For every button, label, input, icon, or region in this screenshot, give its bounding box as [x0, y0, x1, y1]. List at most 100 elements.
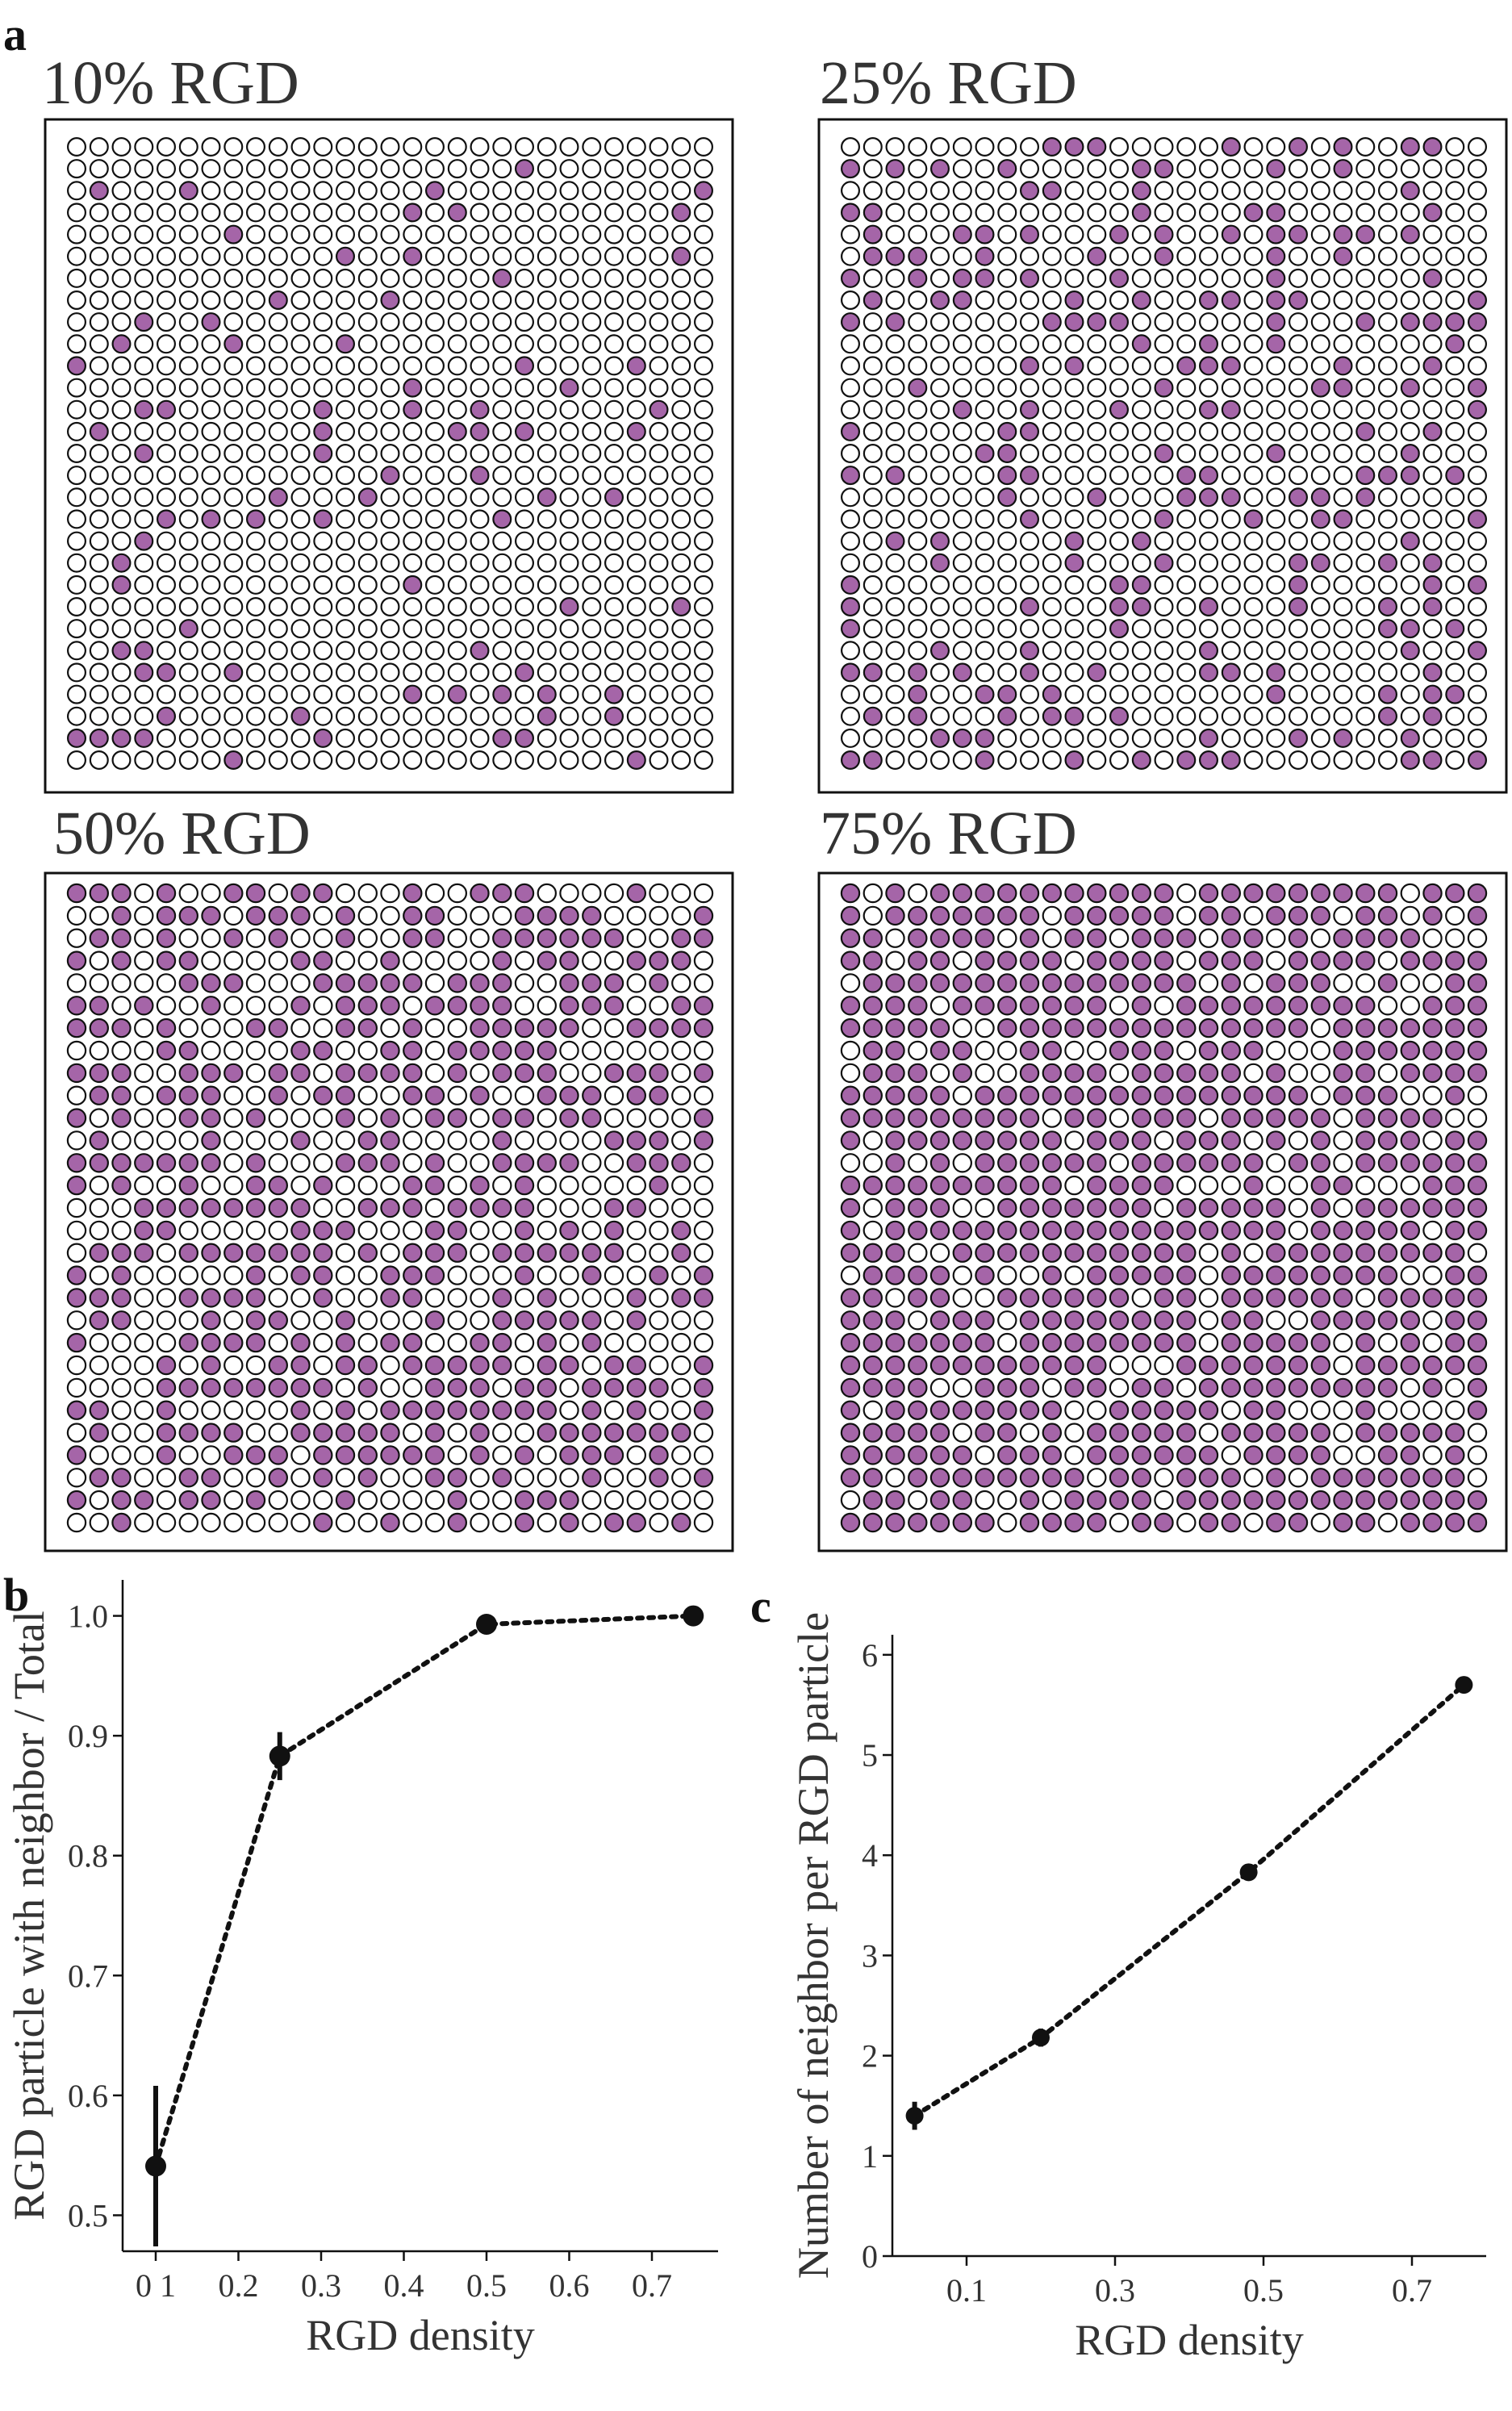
- x-tick-label: 0.6: [549, 2267, 590, 2304]
- empty-site: [840, 509, 860, 529]
- rgd-particle: [1221, 973, 1242, 993]
- rgd-particle: [1400, 619, 1420, 639]
- empty-site: [1400, 883, 1421, 904]
- empty-site: [66, 1085, 87, 1105]
- empty-site: [1221, 1400, 1242, 1420]
- empty-site: [1243, 443, 1263, 463]
- rgd-particle: [1288, 137, 1308, 157]
- rgd-particle: [1288, 905, 1309, 926]
- rgd-particle: [1221, 1063, 1242, 1084]
- rgd-particle: [1355, 1512, 1376, 1533]
- empty-site: [1042, 334, 1062, 354]
- rgd-particle: [537, 706, 557, 726]
- rgd-particle: [1377, 1040, 1398, 1061]
- empty-site: [1198, 1310, 1219, 1331]
- rgd-particle: [1266, 1017, 1286, 1038]
- empty-site: [1198, 1175, 1219, 1196]
- empty-site: [470, 509, 490, 529]
- empty-site: [1109, 246, 1129, 266]
- rgd-particle: [134, 996, 154, 1016]
- empty-site: [470, 1153, 490, 1173]
- rgd-particle: [1198, 1197, 1219, 1218]
- empty-site: [908, 1040, 928, 1061]
- empty-site: [223, 1468, 244, 1488]
- empty-site: [157, 334, 177, 354]
- rgd-particle: [1221, 1017, 1242, 1038]
- rgd-particle: [357, 1130, 378, 1151]
- empty-site: [929, 1377, 950, 1398]
- empty-site: [1019, 203, 1039, 223]
- empty-site: [156, 1310, 177, 1331]
- rgd-particle: [1109, 1197, 1130, 1218]
- empty-site: [1445, 509, 1465, 529]
- empty-site: [89, 619, 109, 639]
- rgd-particle: [1377, 1288, 1398, 1308]
- empty-site: [403, 619, 423, 639]
- empty-site: [492, 619, 512, 639]
- empty-site: [1109, 137, 1129, 157]
- empty-site: [626, 684, 646, 704]
- empty-site: [514, 619, 534, 639]
- rgd-particle: [111, 728, 132, 748]
- empty-site: [492, 1377, 512, 1398]
- rgd-particle: [559, 1108, 579, 1128]
- empty-site: [1221, 641, 1241, 661]
- empty-site: [582, 1040, 602, 1061]
- rgd-particle: [1266, 290, 1286, 311]
- empty-site: [908, 399, 928, 420]
- rgd-particle: [1131, 973, 1152, 993]
- empty-site: [626, 1445, 647, 1465]
- empty-site: [997, 268, 1017, 288]
- rgd-particle: [335, 1310, 356, 1331]
- empty-site: [997, 928, 1017, 948]
- empty-site: [929, 378, 950, 398]
- rgd-particle: [313, 509, 333, 529]
- empty-site: [290, 334, 311, 354]
- empty-site: [178, 1400, 198, 1420]
- empty-site: [1198, 575, 1218, 595]
- rgd-particle: [997, 951, 1017, 971]
- rgd-particle: [1243, 883, 1263, 904]
- rgd-particle: [559, 973, 579, 993]
- empty-site: [1288, 1468, 1309, 1488]
- rgd-particle: [290, 706, 311, 726]
- empty-site: [424, 1130, 445, 1151]
- empty-site: [1333, 1130, 1353, 1151]
- rgd-particle: [66, 996, 87, 1016]
- empty-site: [885, 137, 905, 157]
- empty-site: [582, 531, 602, 551]
- rgd-particle: [1400, 1243, 1421, 1263]
- rgd-particle: [559, 1310, 579, 1331]
- rgd-particle: [1019, 356, 1039, 376]
- empty-site: [357, 1332, 378, 1353]
- empty-site: [604, 1153, 624, 1173]
- rgd-particle: [1400, 1332, 1421, 1353]
- empty-site: [1176, 1040, 1197, 1061]
- empty-site: [514, 181, 534, 201]
- empty-site: [975, 378, 995, 398]
- empty-site: [604, 1400, 624, 1420]
- rgd-particle: [1243, 1490, 1263, 1511]
- empty-site: [693, 1512, 714, 1533]
- rgd-particle: [1422, 596, 1443, 616]
- rgd-particle: [1176, 1063, 1197, 1084]
- rgd-particle: [290, 1265, 311, 1285]
- empty-site: [290, 224, 311, 244]
- empty-site: [178, 1130, 198, 1151]
- rgd-particle: [1445, 1512, 1465, 1533]
- empty-site: [908, 1310, 928, 1331]
- rgd-particle: [582, 1423, 602, 1443]
- rgd-particle: [537, 1288, 558, 1308]
- empty-site: [649, 268, 669, 288]
- rgd-particle: [1333, 1063, 1353, 1084]
- empty-site: [223, 159, 244, 179]
- empty-site: [514, 1423, 535, 1443]
- rgd-particle: [1154, 951, 1174, 971]
- rgd-particle: [908, 1197, 928, 1218]
- empty-site: [997, 334, 1017, 354]
- empty-site: [559, 1063, 579, 1084]
- rgd-particle: [929, 928, 950, 948]
- empty-site: [1019, 312, 1039, 332]
- rgd-particle: [1355, 487, 1376, 508]
